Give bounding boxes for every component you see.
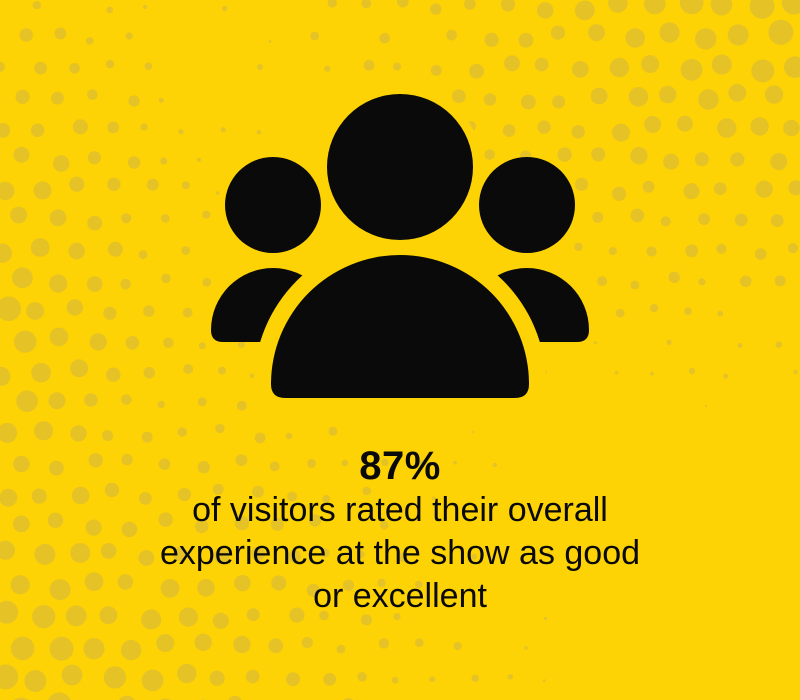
stat-caption-line-1: of visitors rated their overall [192,491,608,529]
stat-value: 87% [359,444,441,488]
stat-caption-line-2: experience at the show as good [159,534,641,572]
front-person-head [327,94,473,240]
front-person-body [271,255,529,398]
stat-caption-line-3: or excellent [313,577,487,615]
right-person-head [479,157,575,253]
left-person-head [225,157,321,253]
stat-text-block: 87% of visitors rated their overall expe… [0,443,800,618]
